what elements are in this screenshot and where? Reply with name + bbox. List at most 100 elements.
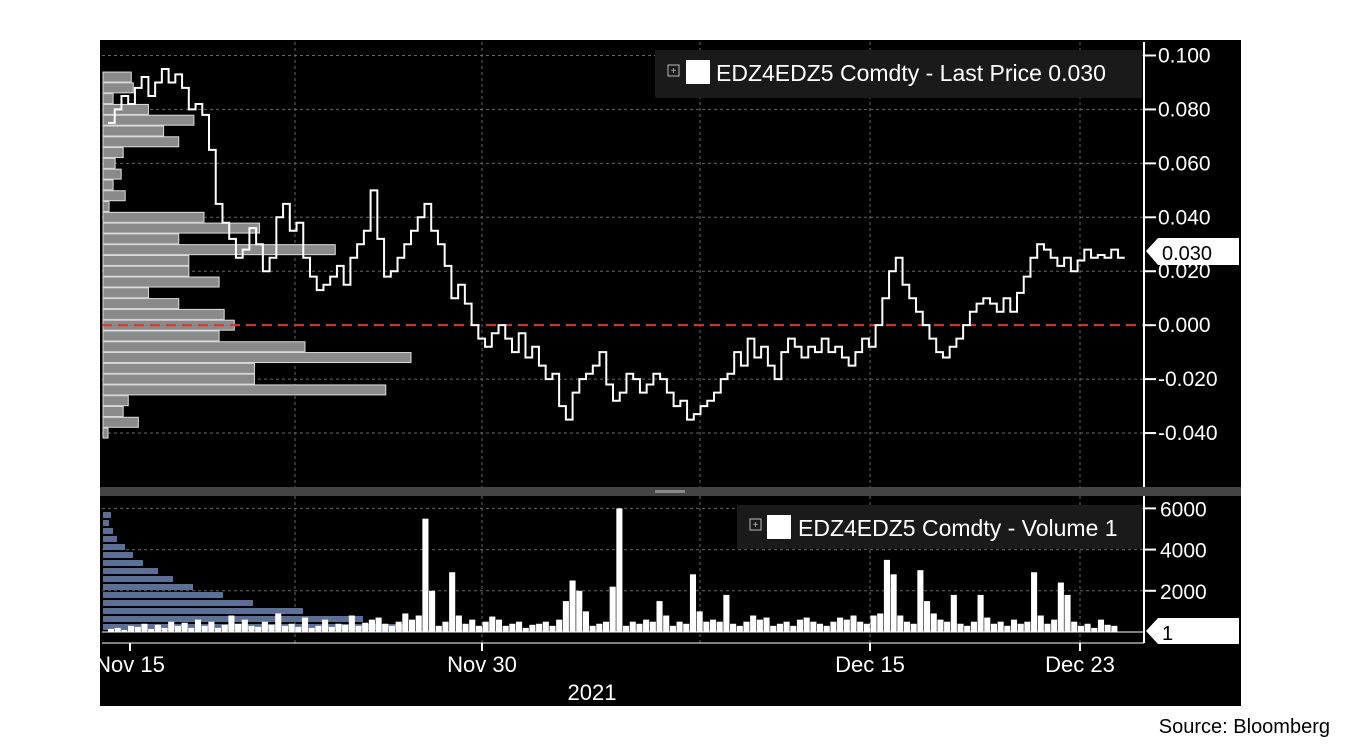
panel-divider-grip[interactable] [655, 490, 685, 493]
volume-profile-bar [102, 71, 132, 83]
volume-bar [188, 627, 195, 632]
volume-profile-bar [102, 373, 255, 385]
volume-profile-bar [102, 362, 255, 374]
volume-bar [576, 590, 583, 632]
volume-bar [950, 594, 957, 632]
last-volume-tag-shape [1146, 618, 1239, 644]
volume-bar [522, 627, 529, 632]
volume-bar [937, 619, 944, 632]
volume-bar [1024, 621, 1031, 632]
volume-bar [990, 623, 998, 632]
price-y-axis: 0.100 0.080 0.060 0.040 0.020 0.000 -0.020 -0.0… [1143, 42, 1218, 487]
volume-bar [355, 625, 362, 632]
volume-bar [556, 619, 563, 632]
price-tick-label: 0.080 [1158, 98, 1211, 121]
volume-bar [1091, 627, 1098, 632]
volume-bar [1017, 623, 1024, 632]
volume-profile-bar [102, 222, 261, 234]
price-legend-expand-icon[interactable] [667, 64, 680, 77]
volume-bar [489, 616, 496, 632]
volume-bar [562, 601, 569, 632]
price-legend-label: EDZ4EDZ5 Comdty - Last Price 0.030 [716, 60, 1106, 86]
volume-profile-bar [102, 427, 109, 439]
source-caption: Source: Bloomberg [1158, 716, 1330, 738]
volume-bar [322, 619, 329, 632]
last-volume-tag-label: 1 [1162, 623, 1173, 645]
volume-y-axis: 6000 4000 2000 [1143, 496, 1207, 643]
volume-left-profile-bar [103, 608, 303, 614]
volume-bar [830, 621, 837, 632]
volume-bar [984, 617, 991, 632]
volume-bar [589, 625, 596, 632]
price-gridlines [102, 42, 1144, 487]
price-tick-label: 0.020 [1158, 260, 1211, 283]
price-series [108, 67, 1125, 421]
volume-bar [241, 619, 248, 632]
volume-bar [629, 621, 636, 632]
volume-bar [529, 624, 536, 632]
volume-bar [502, 625, 509, 632]
volume-bar [168, 621, 175, 632]
volume-bar [689, 574, 697, 632]
volume-bar [924, 601, 931, 632]
x-tick-label: Nov 30 [447, 652, 517, 677]
volume-bar [516, 621, 523, 632]
volume-bar [1037, 615, 1044, 632]
volume-bar [817, 623, 824, 632]
volume-bar [455, 615, 462, 632]
price-tick-label: 0.000 [1158, 314, 1211, 337]
x-year-label: 2021 [568, 680, 617, 705]
volume-bar [1084, 623, 1091, 632]
volume-profile-bar [102, 93, 114, 105]
volume-bar [857, 621, 864, 632]
volume-profile-bar [102, 308, 225, 320]
volume-bar [643, 619, 650, 632]
volume-bar [375, 617, 382, 632]
volume-profile-bar [102, 405, 124, 417]
volume-left-profile-bar [103, 584, 193, 590]
volume-legend-expand-icon[interactable] [749, 518, 762, 531]
volume-profile-bar [102, 114, 195, 126]
volume-bar [770, 625, 777, 632]
volume-bar [108, 628, 115, 632]
volume-bar [1064, 594, 1071, 632]
volume-legend-bg [737, 505, 1142, 549]
volume-profile-bar [102, 341, 306, 353]
volume-bar [596, 623, 603, 632]
volume-bar [235, 623, 242, 632]
volume-profile-bar [102, 136, 180, 148]
volume-bar [475, 625, 482, 632]
volume-bar [957, 623, 964, 632]
volume-bar [248, 625, 255, 632]
volume-bar [482, 621, 489, 632]
volume-bar [763, 617, 770, 632]
volume-bar [696, 611, 703, 632]
volume-profile-bar [102, 276, 220, 288]
volume-left-profile-bar [103, 560, 143, 566]
volume-legend-expand-glyph: + [753, 520, 759, 531]
volume-profile-bar [102, 352, 412, 364]
volume-bar [609, 586, 616, 632]
volume-bar [783, 621, 790, 632]
volume-bar [549, 625, 556, 632]
volume-bar [750, 615, 757, 632]
volume-left-profile-bar [103, 520, 109, 526]
volume-bar [134, 626, 141, 632]
volume-bar [348, 615, 355, 632]
volume-bar [141, 623, 148, 632]
volume-bar [415, 615, 422, 632]
volume-bar [703, 621, 710, 632]
volume-bar [776, 623, 783, 632]
volume-bar [1044, 623, 1051, 632]
volume-bar [449, 572, 456, 632]
price-legend-swatch [686, 60, 710, 84]
volume-left-profile-bar [103, 512, 111, 518]
x-tick-label: Dec 23 [1045, 652, 1115, 677]
price-legend-bg [655, 50, 1142, 98]
price-tick-label: 0.060 [1158, 152, 1211, 175]
volume-bar [796, 619, 804, 632]
price-tick-label: 0.100 [1158, 44, 1211, 67]
volume-profile-bar [102, 395, 129, 407]
volume-bar [408, 619, 416, 632]
last-price-tag-shape [1146, 238, 1239, 265]
